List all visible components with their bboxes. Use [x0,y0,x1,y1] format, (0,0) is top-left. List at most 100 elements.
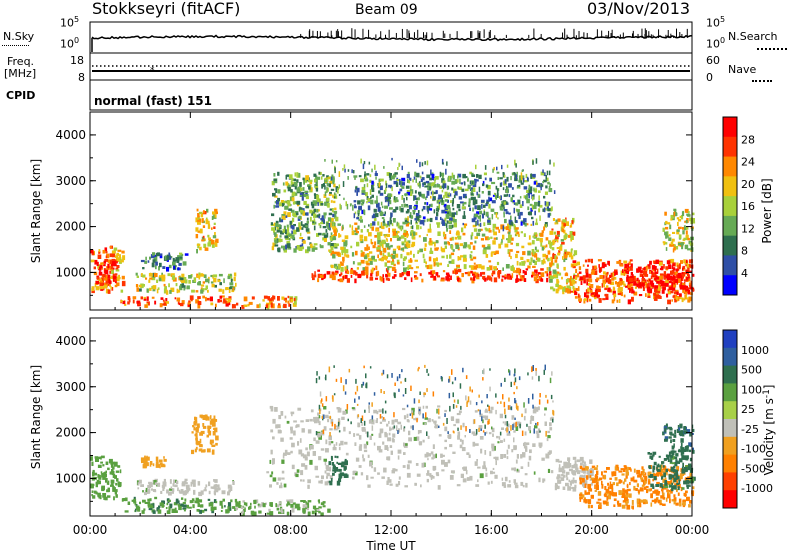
vel-data-cell [272,418,276,424]
vel-data-cell [554,482,558,487]
vel-data-cell [302,479,305,482]
vel-data-cell [282,454,285,459]
power-data-cell [416,224,420,230]
vel-data-cell [355,457,360,462]
power-scatter-cell [347,169,350,172]
vel-data-cell [460,473,464,478]
power-data-cell [374,200,378,204]
power-data-cell [587,264,589,267]
power-data-cell [371,187,375,192]
power-data-cell [469,187,473,191]
vel-data-cell [154,496,158,500]
vel-data-cell [549,427,553,431]
power-scatter-cell [354,211,357,215]
vel-data-cell [140,457,145,462]
power-data-cell [654,278,657,281]
vel-data-cell [664,436,669,441]
vel-data-cell [513,437,515,443]
vel-data-cell [532,409,537,414]
power-data-cell [557,218,561,222]
power-data-cell [497,272,501,278]
power-data-cell [206,297,210,301]
power-data-cell [513,172,516,175]
power-data-cell [685,294,688,299]
power-data-cell [659,261,663,266]
power-data-cell [435,258,438,262]
power-data-cell [352,261,355,265]
power-data-cell [669,224,672,230]
power-data-cell [473,217,476,220]
power-data-cell [682,288,685,293]
power-data-cell [189,295,194,300]
vel-scatter-cell [340,377,342,383]
power-data-cell [377,254,379,258]
vel-data-cell [584,480,587,486]
power-data-cell [461,206,466,210]
power-data-cell [323,234,327,239]
power-scatter-cell [448,176,451,181]
power-scatter-cell [546,170,549,176]
vel-scatter-cell [345,379,347,385]
power-data-cell [555,219,558,224]
power-data-cell [116,253,119,259]
vel-data-cell [291,413,293,417]
vel-data-cell [669,485,672,488]
vel-data-cell [315,416,320,422]
power-data-cell [122,255,126,261]
power-data-cell [392,248,397,251]
power-data-cell [572,265,576,269]
power-data-cell [556,263,559,269]
vel-scatter-cell [361,422,363,426]
vel-data-cell [606,496,609,501]
vel-data-cell [144,455,146,458]
power-data-cell [492,270,496,275]
vel-scatter-cell [508,431,511,434]
power-data-cell [122,281,125,284]
vel-data-cell [381,429,383,434]
power-data-cell [98,278,102,282]
vel-data-cell [157,509,162,514]
power-data-cell [504,274,507,278]
vel-data-cell [678,498,682,504]
power-scatter-cell [543,207,546,213]
power-data-cell [557,284,562,290]
power-data-cell [651,270,653,274]
power-data-cell [651,272,655,276]
power-data-cell [516,260,519,266]
power-data-cell [674,299,677,303]
vel-data-cell [199,444,203,448]
vel-data-cell [109,471,113,475]
power-data-cell [451,245,454,250]
vel-data-cell [198,448,203,452]
vel-scatter-cell [526,423,528,427]
power-data-cell [233,272,237,277]
power-data-cell [605,285,609,288]
vel-data-cell [579,477,583,480]
vel-data-cell [511,449,514,453]
power-data-cell [410,250,412,255]
power-data-cell [181,283,185,288]
power-data-cell [404,217,407,220]
vel-data-cell [149,461,152,467]
vel-scatter-cell [397,430,399,434]
vel-data-cell [215,435,219,441]
power-data-cell [477,228,482,232]
power-data-cell [470,258,474,261]
vel-data-cell [287,501,291,506]
vel-data-cell [300,500,304,503]
power-data-cell [527,250,531,256]
vel-data-cell [352,476,355,480]
vel-data-cell [689,457,693,462]
power-data-cell [687,287,691,290]
vel-scatter-cell [318,404,321,411]
vel-data-cell [296,469,300,473]
power-data-cell [368,232,372,237]
vel-scatter-cell [422,413,424,419]
power-scatter-cell [478,186,481,193]
vel-data-cell [671,450,675,456]
vel-data-cell [206,434,209,438]
vel-data-cell [662,492,665,498]
power-data-cell [426,174,431,179]
power-scatter-cell [515,163,517,168]
vel-data-cell [630,468,632,472]
